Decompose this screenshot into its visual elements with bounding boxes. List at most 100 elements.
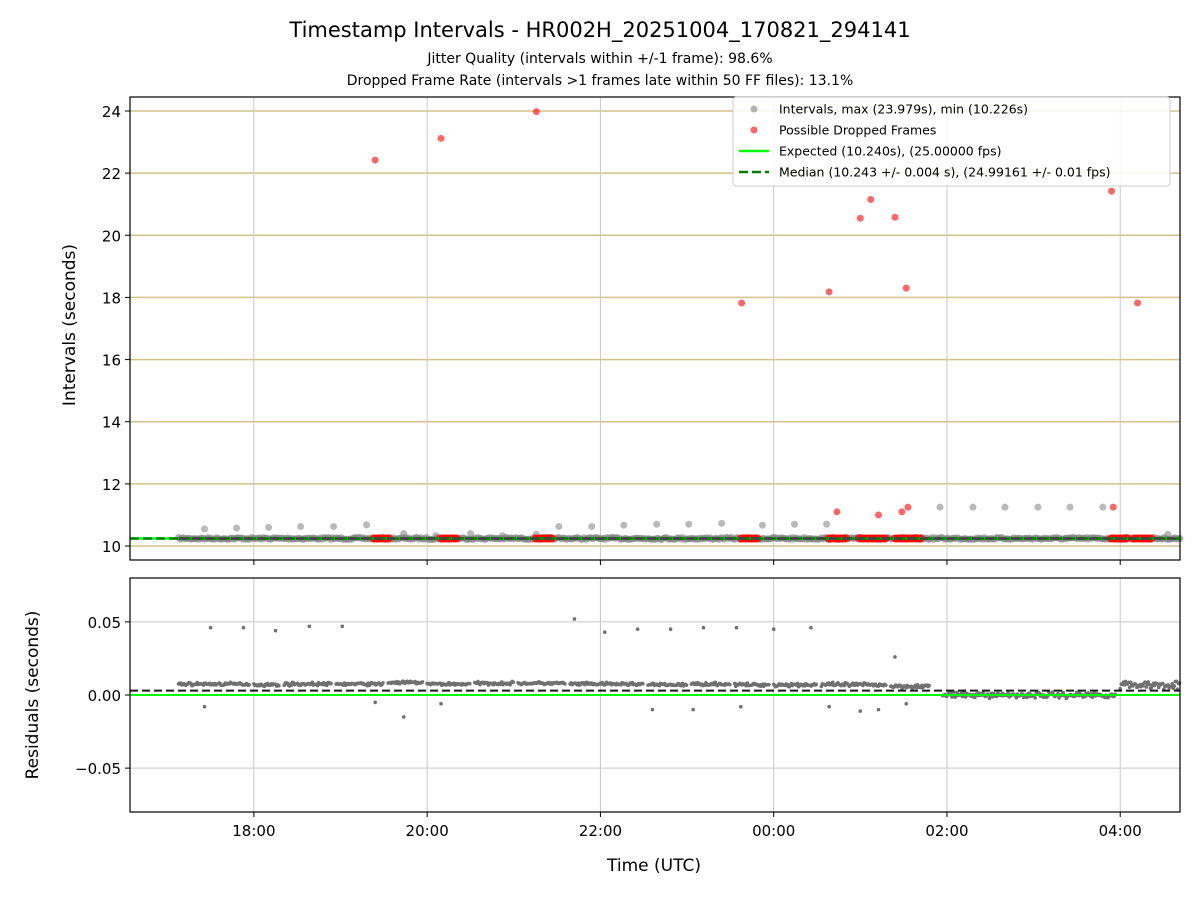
dropped-frame-point <box>1109 503 1117 511</box>
residual-point <box>809 625 813 630</box>
legend-label: Expected (10.240s), (25.00000 fps) <box>779 144 1001 159</box>
residual-point <box>904 701 909 706</box>
y-tick-label: −0.05 <box>75 760 121 778</box>
x-tick-label: 04:00 <box>1099 822 1142 840</box>
residual-point <box>827 704 831 709</box>
residual-point <box>668 627 673 631</box>
plot-frame <box>129 96 1181 561</box>
residual-point <box>701 625 706 630</box>
residual-point <box>467 681 472 686</box>
residual-point <box>641 682 645 686</box>
residual-point <box>277 683 281 688</box>
residual-point <box>814 682 819 687</box>
y-axis-label-intervals: Intervals (seconds) <box>60 244 80 406</box>
residual-point <box>1134 682 1138 687</box>
residual-point <box>981 690 985 695</box>
interval-point <box>400 530 408 538</box>
dropped-frame-point <box>371 156 379 164</box>
interval-point <box>1099 503 1107 511</box>
y-tick-label: 20 <box>102 227 121 245</box>
y-tick-label: 10 <box>102 538 121 556</box>
residual-point <box>202 704 207 709</box>
residual-point <box>1051 690 1055 694</box>
x-tick-label: 22:00 <box>579 822 622 840</box>
residual-point <box>439 701 443 706</box>
interval-point <box>936 503 944 511</box>
interval-point <box>1164 530 1172 538</box>
residual-point <box>876 707 881 712</box>
interval-point <box>466 530 474 538</box>
residual-point <box>247 682 252 687</box>
interval-point <box>1001 503 1009 511</box>
dropped-frame-point <box>825 288 833 296</box>
residual-point <box>1025 695 1029 700</box>
residual-point <box>273 628 278 633</box>
interval-point <box>685 520 693 528</box>
dropped-frame-point <box>902 284 910 292</box>
dropped-frame-point <box>867 196 875 204</box>
interval-point <box>1066 503 1074 511</box>
residual-point <box>1033 695 1037 700</box>
legend-marker-icon <box>750 126 758 134</box>
y-tick-label: 16 <box>102 352 121 370</box>
interval-point <box>233 524 241 532</box>
legend: Intervals, max (23.979s), min (10.226s) P… <box>732 96 1171 187</box>
interval-point <box>790 520 798 528</box>
residual-point <box>1156 685 1161 690</box>
residual-point <box>830 680 835 685</box>
y-tick-label: 0.05 <box>88 614 121 632</box>
residual-point <box>511 680 516 685</box>
dropped-frame-point <box>875 511 883 519</box>
x-tick-label: 02:00 <box>925 822 968 840</box>
residual-point <box>1061 690 1066 695</box>
dropped-frame-point <box>856 214 864 222</box>
interval-point <box>363 521 371 529</box>
y-tick-label: 22 <box>102 165 121 183</box>
interval-point <box>758 521 766 529</box>
interval-point <box>265 523 273 531</box>
residual-point <box>1118 686 1123 691</box>
residual-point <box>858 709 863 713</box>
dropped-frame-point <box>1108 187 1116 195</box>
residual-point <box>1128 680 1133 685</box>
x-axis-label: Time (UTC) <box>606 856 701 876</box>
residual-point <box>602 630 607 634</box>
chart-subtitle-dropped: Dropped Frame Rate (intervals >1 frames … <box>347 73 854 89</box>
dropped-frame-point <box>532 108 540 116</box>
dropped-frame-point <box>738 299 746 307</box>
chart-subtitle-jitter: Jitter Quality (intervals within +/-1 fr… <box>426 51 772 67</box>
residual-point <box>572 617 577 621</box>
residual-point <box>1161 681 1165 686</box>
residual-point <box>1174 679 1179 684</box>
y-tick-label: 0.00 <box>88 687 121 705</box>
residual-point <box>734 625 739 630</box>
y-tick-label: 14 <box>102 414 121 432</box>
residual-point <box>307 624 312 629</box>
residual-point <box>728 682 732 687</box>
residual-point <box>635 627 640 631</box>
interval-point <box>969 503 977 511</box>
residual-point <box>1143 680 1147 684</box>
residual-point <box>738 704 743 709</box>
residuals-plot: 0.05 0.00 −0.05 18:00 20:00 22:00 00:00 02:00 04… <box>75 577 1182 840</box>
residual-point <box>373 700 377 705</box>
legend-marker-icon <box>750 105 758 113</box>
y-tick-label: 24 <box>102 103 121 121</box>
interval-point <box>201 525 209 533</box>
residual-point <box>329 681 333 686</box>
interval-point <box>1034 503 1042 511</box>
interval-point <box>330 522 338 530</box>
residual-point <box>927 683 931 688</box>
residual-point <box>381 681 385 685</box>
y-tick-label: 12 <box>102 476 121 494</box>
residual-point <box>1127 685 1132 690</box>
interval-point <box>653 520 661 528</box>
residual-point <box>401 715 406 719</box>
interval-point <box>297 522 305 530</box>
residual-point <box>1147 682 1152 687</box>
residual-point <box>883 683 888 687</box>
legend-label: Median (10.243 +/- 0.004 s), (24.99161 +… <box>779 165 1110 180</box>
residual-point <box>771 627 776 631</box>
residual-point <box>340 624 345 629</box>
x-tick-label: 18:00 <box>232 822 275 840</box>
